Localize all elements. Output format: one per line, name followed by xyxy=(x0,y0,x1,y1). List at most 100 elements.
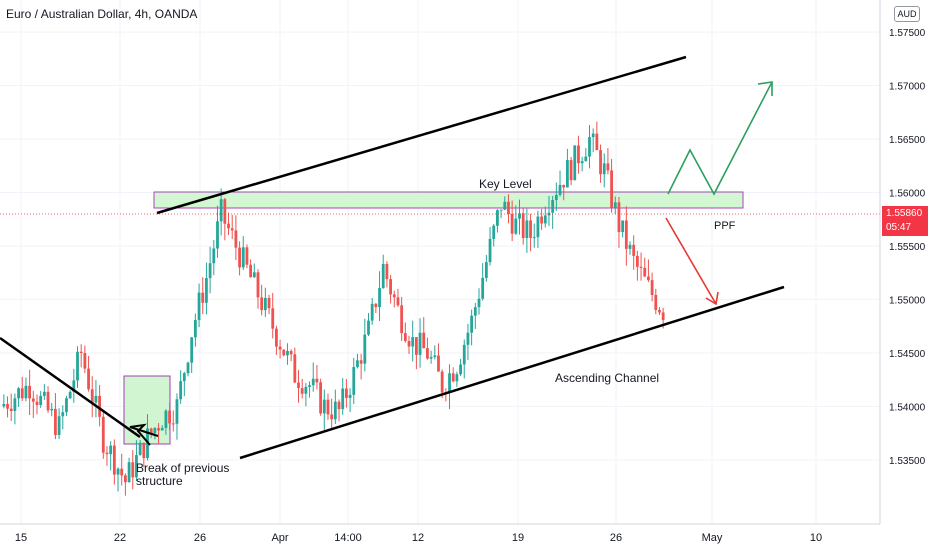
candle-body xyxy=(426,348,429,359)
key-level-zone xyxy=(153,191,744,209)
candle-body xyxy=(569,160,573,181)
time-axis[interactable]: 15 22 26 Apr 14:00 12 19 26 May 10 xyxy=(15,532,822,544)
candle-body xyxy=(182,373,186,382)
candle-body xyxy=(422,332,426,349)
candle-body xyxy=(440,371,444,393)
y-tick-label: 1.53500 xyxy=(889,456,926,467)
break-label-line2: structure xyxy=(136,474,183,488)
candle-body xyxy=(245,247,249,265)
y-tick-label: 1.55000 xyxy=(889,295,926,306)
current-price-value: 1.55860 xyxy=(886,208,923,219)
candle-body xyxy=(87,368,90,390)
candle-body xyxy=(90,389,94,403)
candle-body xyxy=(477,298,481,308)
candle-body xyxy=(658,309,661,313)
candle-body xyxy=(326,399,330,415)
candle-body xyxy=(400,305,404,334)
candle-body xyxy=(278,346,282,350)
candle-body xyxy=(496,210,499,226)
candle-body xyxy=(595,133,599,151)
green-arrowhead xyxy=(757,81,773,96)
candle-body xyxy=(57,416,61,435)
candle-body xyxy=(168,410,171,424)
candle-body xyxy=(216,221,219,249)
break-arrow xyxy=(129,423,159,446)
candle-body xyxy=(197,292,201,320)
candle-body xyxy=(503,201,507,210)
candle-body xyxy=(540,216,544,224)
candle-body xyxy=(525,220,529,239)
candle-body xyxy=(451,373,455,382)
candle-body xyxy=(238,247,241,268)
candle-body xyxy=(613,202,617,208)
candle-body xyxy=(2,403,6,407)
candle-body xyxy=(138,442,142,456)
candle-body xyxy=(602,163,606,175)
candle-body xyxy=(529,220,532,238)
candle-body xyxy=(98,395,102,417)
candle-body xyxy=(337,401,341,410)
candle-body xyxy=(252,272,256,278)
red-projection-arrow xyxy=(665,217,717,305)
candle-body xyxy=(157,428,160,431)
candle-body xyxy=(179,381,183,400)
candle-body xyxy=(654,295,658,310)
candle-body xyxy=(577,145,580,164)
candle-body xyxy=(580,161,584,164)
candle-body xyxy=(558,184,562,195)
candles xyxy=(2,121,665,496)
candle-body xyxy=(418,332,422,355)
currency-badge[interactable]: AUD xyxy=(894,6,920,22)
candle-body xyxy=(518,213,521,219)
candle-body xyxy=(591,133,595,138)
candle-body xyxy=(588,137,591,157)
candle-body xyxy=(249,264,253,278)
candle-body xyxy=(632,244,636,256)
candle-body xyxy=(171,423,175,425)
price-axis[interactable]: 1.53500 1.54000 1.54500 1.55000 1.55500 1.560… xyxy=(889,28,926,467)
candle-body xyxy=(275,328,278,347)
x-tick-label: 10 xyxy=(810,532,822,544)
candle-body xyxy=(39,395,43,405)
candle-body xyxy=(617,202,621,233)
candle-body xyxy=(142,442,146,459)
x-tick-label: 22 xyxy=(114,532,126,544)
candle-body xyxy=(76,351,79,381)
candle-body xyxy=(624,220,628,249)
candle-body xyxy=(429,357,433,359)
candle-body xyxy=(212,248,216,264)
candle-body xyxy=(363,334,367,364)
x-tick-label: 26 xyxy=(194,532,206,544)
candle-body xyxy=(499,209,503,211)
candle-body xyxy=(149,428,153,434)
candle-body xyxy=(260,297,264,311)
candle-body xyxy=(190,337,194,363)
candle-body xyxy=(127,462,131,483)
x-tick-label: May xyxy=(702,532,723,544)
green-projection-arrow xyxy=(667,81,773,196)
candle-body xyxy=(437,355,440,372)
candle-body xyxy=(123,475,127,483)
candle-body xyxy=(72,380,76,392)
candle-body xyxy=(356,360,359,368)
candle-body xyxy=(153,428,157,434)
candle-body xyxy=(514,218,518,234)
candle-body xyxy=(411,337,415,347)
candle-body xyxy=(536,216,540,238)
candle-body xyxy=(459,364,462,375)
x-tick-label: 14:00 xyxy=(334,532,362,544)
candle-body xyxy=(341,388,345,410)
current-price-tag: 1.55860 05:47 xyxy=(882,206,928,236)
y-tick-label: 1.57500 xyxy=(889,28,926,39)
candle-body xyxy=(219,199,223,222)
candle-body xyxy=(227,223,230,229)
candle-body xyxy=(359,360,363,364)
candle-body xyxy=(135,455,138,478)
candle-body xyxy=(551,200,555,213)
candle-body xyxy=(650,280,654,296)
candle-body xyxy=(488,238,492,263)
candle-body xyxy=(83,353,87,369)
candle-body xyxy=(378,287,381,308)
candle-body xyxy=(267,297,271,309)
